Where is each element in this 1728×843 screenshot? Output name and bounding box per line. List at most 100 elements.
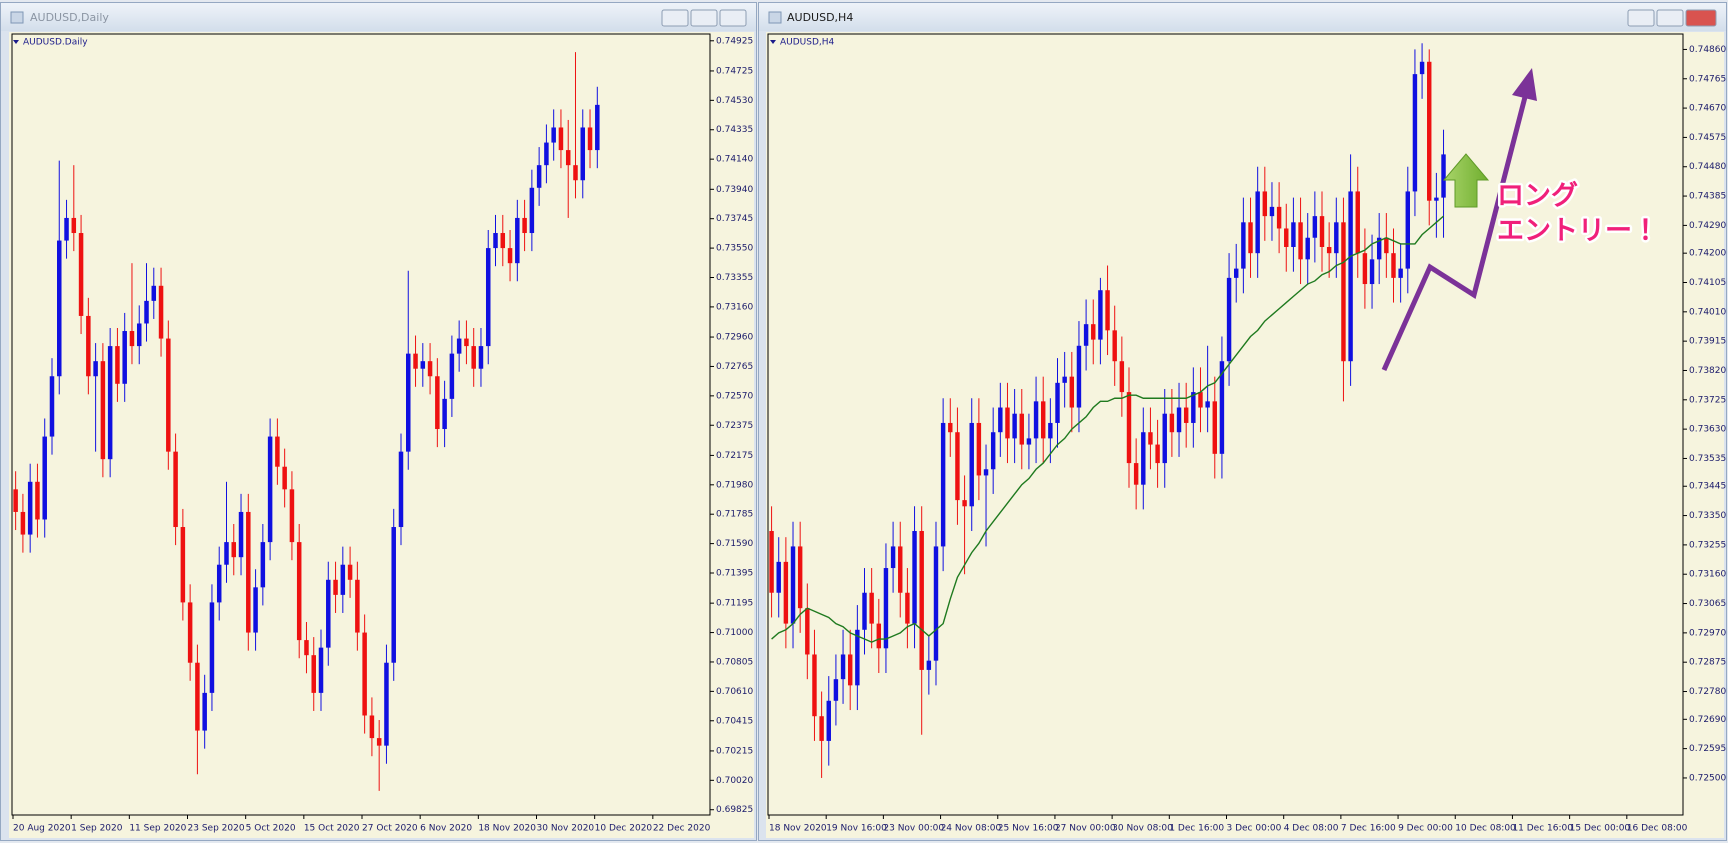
x-tick-label: 19 Nov 16:00 <box>826 824 887 834</box>
x-tick-label: 1 Sep 2020 <box>71 824 123 834</box>
candle-body <box>304 640 309 656</box>
candle-body <box>1112 330 1117 362</box>
candle-body <box>776 561 781 593</box>
candle-body <box>990 432 996 470</box>
x-tick-label: 9 Dec 00:00 <box>1398 824 1453 834</box>
candle-body <box>260 542 266 588</box>
candle-body <box>1412 74 1418 192</box>
y-tick-label: 0.73915 <box>1689 337 1726 347</box>
y-tick-label: 0.71590 <box>716 539 753 549</box>
y-tick-label: 0.73745 <box>716 214 753 224</box>
candle-body <box>333 579 338 595</box>
annotation: エントリー！ <box>1497 216 1659 247</box>
x-tick-label: 24 Nov 08:00 <box>941 824 1002 834</box>
candle-body <box>1262 191 1268 217</box>
y-tick-label: 0.70415 <box>716 716 753 726</box>
candle-body <box>551 127 556 143</box>
candle-body <box>238 511 244 558</box>
y-tick-label: 0.70805 <box>716 657 753 667</box>
candle-body <box>485 248 491 347</box>
candle-body <box>862 592 867 630</box>
candle-body <box>536 165 542 188</box>
x-tick-label: 7 Dec 16:00 <box>1341 824 1396 834</box>
y-tick-label: 0.70215 <box>716 746 753 756</box>
candle-body <box>883 568 889 649</box>
x-tick-label: 25 Nov 16:00 <box>998 824 1059 834</box>
candle-body <box>27 481 33 535</box>
candle-body <box>948 422 953 433</box>
y-tick-label: 0.73630 <box>1689 425 1726 435</box>
candle-body <box>158 285 164 339</box>
close-button[interactable] <box>719 9 747 27</box>
candle-body <box>1226 277 1232 362</box>
candle-body <box>565 150 571 166</box>
x-tick-label: 11 Sep 2020 <box>129 824 186 834</box>
y-tick-label: 0.74725 <box>716 66 753 76</box>
candle-body <box>1319 216 1325 247</box>
candle-body <box>507 248 513 264</box>
candle-body <box>833 679 839 701</box>
candle-body <box>471 346 476 369</box>
candle-body <box>940 422 946 547</box>
candle-body <box>384 662 389 746</box>
window-buttons <box>661 9 747 27</box>
y-tick-label: 0.72875 <box>1689 658 1726 668</box>
candle-body <box>1212 401 1217 454</box>
candle-body <box>500 233 506 249</box>
candle-body <box>1019 413 1024 445</box>
up-arrow <box>1442 153 1490 208</box>
candle-body <box>522 217 527 234</box>
candle-body <box>1119 361 1125 393</box>
candle-body <box>962 500 967 507</box>
candle-body <box>1255 191 1260 254</box>
y-tick-label: 0.74105 <box>1689 278 1726 288</box>
y-tick-label: 0.73350 <box>1689 511 1726 521</box>
y-tick-label: 0.72500 <box>1689 773 1726 783</box>
candle-body <box>819 716 824 741</box>
candle-body <box>1083 324 1089 346</box>
minimize-button[interactable] <box>1627 9 1655 27</box>
y-tick-label: 0.74010 <box>1689 307 1726 317</box>
candle-body <box>326 579 331 648</box>
candle-body <box>840 654 846 680</box>
candle-body <box>1205 401 1210 408</box>
candle-body <box>1076 345 1082 408</box>
maximize-button[interactable] <box>690 9 718 27</box>
candle-body <box>1091 324 1096 340</box>
candle-body <box>983 469 989 476</box>
x-tick-label: 22 Dec 2020 <box>653 824 711 834</box>
title-bar[interactable] <box>759 3 1726 31</box>
title-bar[interactable] <box>1 3 756 31</box>
candle-body <box>1284 228 1289 247</box>
plot-frame <box>11 33 711 816</box>
chart: AUDUSD.Daily 0.74925 0.74725 0.74530 0.74335… <box>9 32 754 838</box>
candle-body <box>905 592 910 624</box>
candle-body <box>151 285 157 301</box>
candle-body <box>1326 247 1332 254</box>
candle-body <box>955 432 960 501</box>
label-marker <box>13 40 19 44</box>
candle-body <box>1291 222 1296 247</box>
candle-body <box>1276 206 1282 229</box>
x-tick-label: 3 Dec 00:00 <box>1227 824 1282 834</box>
candle-body <box>969 422 974 507</box>
close-button[interactable] <box>1685 9 1717 27</box>
candle-body <box>136 323 142 347</box>
candle-body <box>20 511 26 535</box>
maximize-button[interactable] <box>1656 9 1684 27</box>
minimize-button[interactable] <box>661 9 689 27</box>
candle-body <box>173 451 178 528</box>
y-tick-label: 0.71195 <box>716 599 753 609</box>
overlay: ロング エントリー！ <box>1381 68 1662 372</box>
x-tick-label: 4 Dec 08:00 <box>1284 824 1339 834</box>
candle-body <box>1269 206 1275 217</box>
candle-body <box>1241 222 1246 269</box>
candle-body <box>296 542 302 641</box>
candle-body <box>391 527 396 663</box>
candle-body <box>976 422 982 476</box>
candle-body <box>1434 197 1439 201</box>
candle-body <box>1183 407 1189 423</box>
candle-body <box>790 546 796 624</box>
x-tick-label: 18 Nov 2020 <box>769 824 827 834</box>
